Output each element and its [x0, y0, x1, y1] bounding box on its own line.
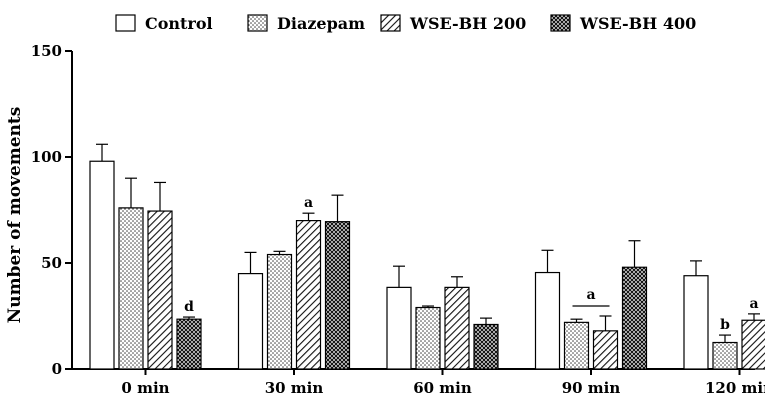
bar-wse-bh-400-0-min: [176, 318, 202, 370]
bar-diazepam-30-min: [266, 253, 293, 370]
bar-control-120-min: [683, 275, 709, 370]
legend-swatch: [380, 14, 401, 32]
y-tick-label: 0: [52, 360, 62, 378]
bar-wse-bh-400-90-min: [621, 266, 648, 370]
bar-diazepam-0-min: [118, 207, 144, 370]
legend-item-wse-bh-400: WSE-BH 400: [550, 14, 696, 33]
legend-label: Diazepam: [277, 14, 365, 33]
bar-wse-bh-400-30-min: [324, 221, 351, 370]
legend-label: WSE-BH 200: [409, 14, 526, 33]
significance-label: a: [304, 195, 313, 211]
legend-swatch: [115, 14, 136, 32]
y-tick-label: 100: [31, 148, 62, 166]
legend-label: Control: [145, 14, 213, 33]
significance-label: b: [720, 317, 730, 333]
legend-item-control: Control: [115, 14, 213, 33]
bar-diazepam-60-min: [415, 306, 441, 370]
legend-item-diazepam: Diazepam: [247, 14, 365, 33]
x-tick-label: 90 min: [562, 379, 621, 397]
x-tick-label: 0 min: [121, 379, 169, 397]
bar-wse-bh-200-120-min: [741, 319, 765, 370]
bar-control-90-min: [534, 271, 561, 370]
y-axis-label: Number of movements: [5, 107, 25, 324]
legend-swatch: [247, 14, 268, 32]
axes: 0 50 100 150 0 min 30 min 60 min 90 min 120 min: [31, 42, 765, 397]
x-tick-label: 120 min: [705, 379, 765, 397]
bar-diazepam-120-min: [712, 341, 738, 370]
bar-diazepam-90-min: [563, 321, 590, 370]
legend: Control Diazepam WSE-BH 200 WSE-BH 400: [115, 14, 696, 33]
legend-item-wse-bh-200: WSE-BH 200: [380, 14, 526, 33]
bar-wse-bh-200-90-min: [592, 330, 619, 370]
bar-wse-bh-400-60-min: [473, 323, 499, 370]
y-tick-label: 150: [31, 42, 62, 60]
bar-control-60-min: [386, 286, 412, 370]
bar-control-30-min: [237, 273, 264, 370]
significance-label: a: [586, 287, 595, 303]
legend-label: WSE-BH 400: [579, 14, 696, 33]
significance-label: a: [749, 296, 758, 312]
bar-wse-bh-200-60-min: [444, 286, 470, 370]
x-tick-label: 30 min: [265, 379, 324, 397]
bar-control-0-min: [89, 160, 115, 370]
legend-swatch: [550, 14, 571, 32]
significance-label: d: [184, 299, 194, 315]
bar-wse-bh-200-0-min: [147, 210, 173, 370]
bars: [89, 143, 765, 370]
x-tick-label: 60 min: [413, 379, 472, 397]
y-tick-label: 50: [41, 254, 62, 272]
bar-wse-bh-200-30-min: [295, 220, 322, 370]
annotations: d a a b a: [184, 195, 758, 333]
